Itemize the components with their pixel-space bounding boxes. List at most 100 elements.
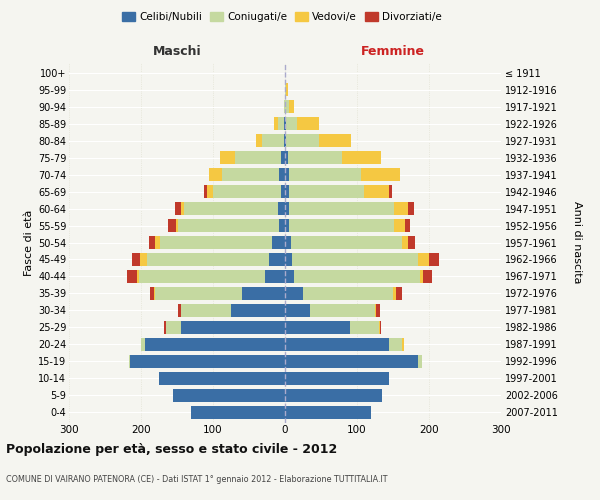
- Bar: [155, 236, 160, 249]
- Bar: [181, 202, 184, 215]
- Bar: [178, 219, 279, 232]
- Y-axis label: Anni di nascita: Anni di nascita: [572, 201, 582, 284]
- Bar: [213, 185, 281, 198]
- Bar: [429, 253, 439, 266]
- Bar: [319, 134, 351, 147]
- Text: Popolazione per età, sesso e stato civile - 2012: Popolazione per età, sesso e stato civil…: [6, 442, 337, 456]
- Bar: [285, 134, 286, 147]
- Bar: [350, 321, 379, 334]
- Bar: [389, 185, 392, 198]
- Text: Maschi: Maschi: [152, 46, 202, 59]
- Bar: [129, 354, 130, 368]
- Bar: [242, 287, 285, 300]
- Bar: [285, 151, 288, 164]
- Bar: [151, 287, 154, 300]
- Bar: [262, 134, 284, 147]
- Bar: [285, 388, 382, 402]
- Bar: [289, 202, 394, 215]
- Bar: [272, 236, 285, 249]
- Bar: [207, 185, 213, 198]
- Bar: [285, 304, 310, 317]
- Bar: [279, 219, 285, 232]
- Bar: [285, 406, 371, 419]
- Bar: [408, 236, 415, 249]
- Bar: [293, 270, 419, 283]
- Bar: [191, 406, 285, 419]
- Bar: [284, 134, 285, 147]
- Bar: [231, 304, 285, 317]
- Bar: [284, 100, 285, 114]
- Bar: [175, 202, 181, 215]
- Bar: [286, 134, 319, 147]
- Bar: [289, 185, 364, 198]
- Bar: [376, 304, 380, 317]
- Bar: [184, 202, 278, 215]
- Bar: [265, 270, 285, 283]
- Bar: [289, 168, 361, 181]
- Bar: [403, 338, 404, 351]
- Bar: [281, 185, 285, 198]
- Bar: [285, 219, 289, 232]
- Bar: [203, 185, 207, 198]
- Bar: [286, 117, 297, 130]
- Bar: [394, 219, 404, 232]
- Bar: [139, 270, 265, 283]
- Bar: [396, 287, 401, 300]
- Bar: [361, 168, 400, 181]
- Bar: [220, 151, 235, 164]
- Bar: [285, 338, 389, 351]
- Bar: [285, 100, 289, 114]
- Bar: [147, 253, 269, 266]
- Bar: [274, 117, 278, 130]
- Bar: [286, 83, 288, 96]
- Bar: [404, 219, 410, 232]
- Bar: [375, 304, 376, 317]
- Bar: [403, 236, 408, 249]
- Bar: [145, 338, 285, 351]
- Bar: [419, 270, 423, 283]
- Bar: [235, 151, 281, 164]
- Bar: [423, 270, 432, 283]
- Bar: [278, 202, 285, 215]
- Bar: [159, 372, 285, 385]
- Bar: [133, 253, 140, 266]
- Bar: [291, 236, 403, 249]
- Bar: [379, 321, 380, 334]
- Bar: [380, 321, 382, 334]
- Bar: [176, 219, 178, 232]
- Bar: [289, 100, 295, 114]
- Bar: [154, 287, 155, 300]
- Bar: [364, 185, 389, 198]
- Bar: [155, 287, 242, 300]
- Bar: [137, 270, 139, 283]
- Bar: [181, 304, 231, 317]
- Bar: [297, 117, 319, 130]
- Bar: [149, 236, 155, 249]
- Bar: [141, 338, 145, 351]
- Bar: [285, 270, 293, 283]
- Bar: [256, 134, 262, 147]
- Bar: [127, 270, 137, 283]
- Text: COMUNE DI VAIRANO PATENORA (CE) - Dati ISTAT 1° gennaio 2012 - Elaborazione TUTT: COMUNE DI VAIRANO PATENORA (CE) - Dati I…: [6, 476, 388, 484]
- Bar: [285, 287, 303, 300]
- Bar: [418, 354, 422, 368]
- Bar: [279, 168, 285, 181]
- Bar: [389, 338, 403, 351]
- Bar: [303, 287, 393, 300]
- Bar: [140, 253, 147, 266]
- Bar: [284, 117, 285, 130]
- Bar: [289, 219, 394, 232]
- Bar: [178, 304, 181, 317]
- Bar: [221, 168, 279, 181]
- Bar: [173, 388, 285, 402]
- Bar: [160, 236, 272, 249]
- Bar: [310, 304, 375, 317]
- Bar: [269, 253, 285, 266]
- Bar: [278, 117, 284, 130]
- Bar: [288, 151, 342, 164]
- Bar: [281, 151, 285, 164]
- Bar: [285, 321, 350, 334]
- Y-axis label: Fasce di età: Fasce di età: [23, 210, 34, 276]
- Bar: [285, 202, 289, 215]
- Bar: [169, 219, 176, 232]
